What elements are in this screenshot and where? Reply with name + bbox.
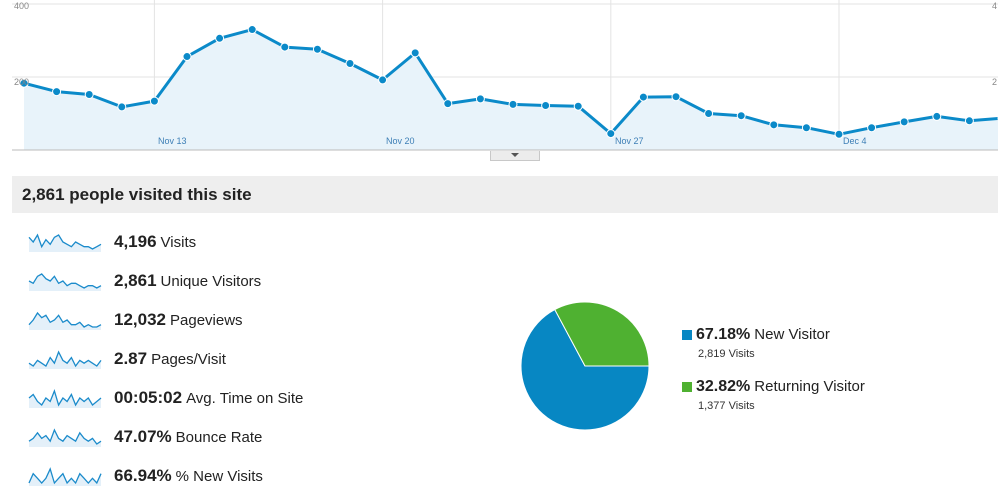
metric-value: 2.87 (114, 349, 148, 368)
data-point-dec-2[interactable] (769, 120, 779, 130)
data-point-dec-4[interactable] (834, 129, 844, 139)
metric-label: Unique Visitors (160, 273, 262, 290)
visits-over-time-chart: 400 200 4 2 Nov 13 Nov 20 Nov 27 Dec 4 (12, 0, 998, 151)
right-tick-label-top: 4 (992, 1, 997, 11)
x-tick-label-nov-27: Nov 27 (615, 136, 644, 146)
sparkline-line (28, 428, 102, 445)
sparkline-line (28, 273, 102, 289)
pages-per-visit-sparkline (28, 350, 102, 369)
new-visitor-swatch (682, 330, 692, 340)
data-point-nov-22[interactable] (443, 99, 453, 109)
data-point-nov-11[interactable] (84, 90, 94, 100)
data-point-dec-8[interactable] (964, 116, 974, 126)
metric-label: Visits (160, 234, 197, 251)
legend-name: Returning Visitor (754, 378, 865, 395)
avg-time-sparkline (28, 389, 102, 408)
metric-unique-visitors[interactable]: 2,861 Unique Visitors (28, 265, 448, 295)
data-point-dec-7[interactable] (932, 111, 942, 121)
data-point-dec-1[interactable] (736, 111, 746, 121)
metric-value: 47.07% (114, 427, 172, 446)
sparkline-area (29, 469, 101, 486)
x-tick-label-nov-13: Nov 13 (158, 136, 187, 146)
metric-label: Avg. Time on Site (186, 390, 304, 407)
data-point-nov-16[interactable] (247, 25, 257, 35)
x-tick-label-dec-4: Dec 4 (843, 136, 867, 146)
pie-slice-returning-visitor[interactable] (554, 301, 650, 367)
data-point-nov-12[interactable] (117, 102, 127, 112)
visitors-summary-headline: 2,861 people visited this site (12, 176, 998, 213)
metric-label: % New Visits (175, 468, 263, 485)
returning-visitor-swatch (682, 382, 692, 392)
right-tick-label-mid: 2 (992, 77, 997, 87)
sparkline-line (28, 389, 102, 407)
pageviews-sparkline (28, 311, 102, 330)
metric-bounce-rate[interactable]: 47.07% Bounce Rate (28, 421, 448, 451)
data-point-nov-9[interactable] (19, 78, 29, 88)
bounce-rate-sparkline (28, 428, 102, 447)
legend-visits: 1,377 Visits (698, 400, 755, 412)
metric-label: Pageviews (170, 312, 243, 329)
data-point-nov-28[interactable] (638, 92, 648, 102)
metric-avg-time-on-site[interactable]: 00:05:02 Avg. Time on Site (28, 382, 448, 412)
data-point-dec-5[interactable] (867, 123, 877, 133)
data-point-nov-27[interactable] (606, 129, 616, 139)
data-point-nov-15[interactable] (215, 33, 225, 43)
visits-sparkline (28, 233, 102, 252)
legend-percent: 67.18% (696, 326, 751, 343)
data-point-dec-6[interactable] (899, 117, 909, 127)
data-point-nov-30[interactable] (704, 109, 714, 118)
data-point-nov-26[interactable] (573, 101, 583, 111)
y-tick-label-400: 400 (14, 1, 29, 11)
chevron-down-icon (511, 153, 519, 157)
chart-expand-toggle[interactable] (490, 151, 540, 161)
sparkline-line (28, 467, 102, 485)
metric-value: 66.94% (114, 466, 172, 485)
unique-visitors-sparkline (28, 273, 102, 291)
legend-name: New Visitor (754, 326, 830, 343)
metric-new-visits[interactable]: 66.94%% New Visits (28, 460, 448, 490)
sparkline-line (28, 311, 102, 328)
metric-label: Bounce Rate (175, 429, 263, 446)
x-tick-label-nov-20: Nov 20 (386, 136, 415, 146)
legend-visits: 2,819 Visits (698, 348, 755, 360)
sparkline-area (29, 391, 101, 408)
data-point-nov-13[interactable] (149, 96, 159, 106)
metric-value: 00:05:02 (114, 388, 183, 407)
metric-pages-per-visit[interactable]: 2.87 Pages/Visit (28, 343, 448, 373)
metric-pageviews[interactable]: 12,032 Pageviews (28, 304, 448, 334)
data-point-dec-3[interactable] (801, 123, 811, 133)
metric-value: 2,861 (114, 271, 157, 290)
legend-percent: 32.82% (696, 378, 751, 395)
data-point-nov-25[interactable] (541, 100, 551, 110)
metric-visits[interactable]: 4,196 Visits (28, 226, 448, 256)
data-point-nov-17[interactable] (280, 42, 290, 52)
data-point-nov-19[interactable] (345, 58, 355, 68)
data-point-nov-21[interactable] (410, 48, 420, 58)
sparkline-area (29, 274, 101, 291)
metric-value: 12,032 (114, 310, 166, 329)
y-tick-label-200: 200 (14, 77, 29, 87)
data-point-nov-14[interactable] (182, 52, 192, 62)
new-visits-sparkline (28, 467, 102, 486)
data-point-nov-24[interactable] (508, 99, 518, 109)
data-point-nov-20[interactable] (378, 75, 388, 85)
sparkline-line (28, 233, 102, 250)
data-point-nov-18[interactable] (312, 44, 322, 54)
sparkline-area (29, 352, 101, 369)
data-point-nov-23[interactable] (475, 94, 485, 104)
data-point-nov-29[interactable] (671, 92, 681, 102)
visits-data-points (19, 25, 998, 139)
pie-slice-new-visitor[interactable] (520, 308, 650, 431)
data-point-nov-10[interactable] (52, 87, 62, 97)
metric-value: 4,196 (114, 232, 157, 251)
sparkline-line (28, 350, 102, 368)
metric-label: Pages/Visit (151, 351, 226, 368)
visitor-type-pie-chart (520, 301, 650, 431)
